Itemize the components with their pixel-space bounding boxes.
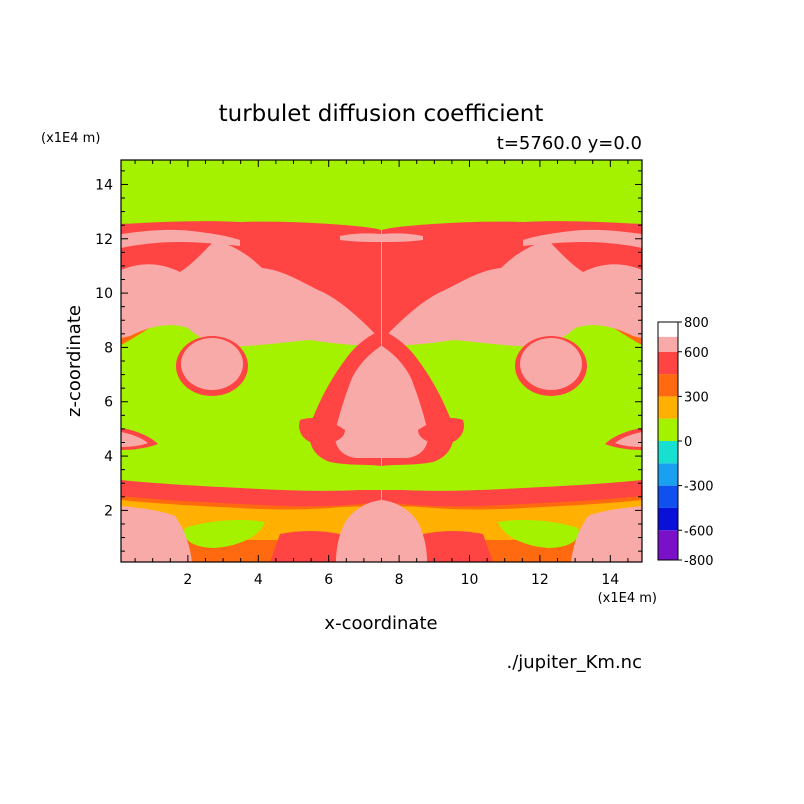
source-label: ./jupiter_Km.nc [506,652,642,673]
y-unit-label: (x1E4 m) [41,131,100,146]
contour-plume-pink [334,346,381,458]
colorbar-swatch [658,418,678,441]
y-tick-label: 2 [104,503,113,519]
y-axis: 2 4 6 8 10 12 14 [95,170,642,552]
colorbar-swatch [658,351,678,375]
colorbar-tick-label: -800 [684,554,714,569]
y-tick-label: 12 [95,232,113,248]
y-tick-label: 6 [104,395,113,411]
colorbar: 800 600 300 0 -300 -600 -800 [657,316,714,569]
colorbar-swatch [658,374,678,397]
contour-plume-arm-red [299,418,345,444]
y-axis-label: z-coordinate [64,305,85,417]
chart-title: turbulet diffusion coefficient [219,101,544,127]
colorbar-swatch [658,441,678,464]
x-axis-label: x-coordinate [324,613,437,634]
x-tick-label: 10 [461,572,479,588]
colorbar-tick-label: 600 [684,346,709,361]
x-axis: 2 4 6 8 10 12 14 [134,160,629,588]
x-tick-label: 14 [601,572,619,588]
contour-lower-pink [121,506,192,562]
x-tick-label: 2 [183,572,192,588]
x-tick-label: 6 [324,572,333,588]
colorbar-swatch [658,530,678,560]
contour-lower-red-inner [270,531,345,562]
y-tick-label: 14 [95,177,113,193]
contour-streak-pink [121,229,240,248]
colorbar-tick-label: 300 [684,390,709,405]
contour-lower-green-gap [184,520,265,548]
y-tick-label: 8 [104,340,113,356]
chart-subtitle: t=5760.0 y=0.0 [497,133,642,154]
contour-cap-pink [340,233,381,242]
contour-lower-center-pink [336,500,381,562]
y-tick-label: 4 [104,449,113,465]
contour-upper-pink [121,240,381,347]
contour-half-left [121,221,381,562]
colorbar-tick-label: 800 [684,316,709,331]
colorbar-swatch [658,485,678,508]
colorbar-swatch [658,507,678,531]
y-tick-label: 10 [95,286,113,302]
x-tick-label: 12 [531,572,549,588]
colorbar-tick-label: -600 [684,524,714,539]
colorbar-tick-label: -300 [684,480,714,495]
colorbar-tick-label: 0 [684,435,692,450]
contour-field [121,221,642,562]
contour-midleft-pink [121,432,148,447]
colorbar-swatch [658,336,678,352]
colorbar-swatch [658,396,678,419]
plot-area [120,159,643,563]
colorbar-swatch [658,463,678,486]
contour-lobe-pink [181,338,243,390]
x-unit-label: (x1E4 m) [598,591,657,606]
x-tick-label: 4 [254,572,263,588]
x-tick-label: 8 [395,572,404,588]
